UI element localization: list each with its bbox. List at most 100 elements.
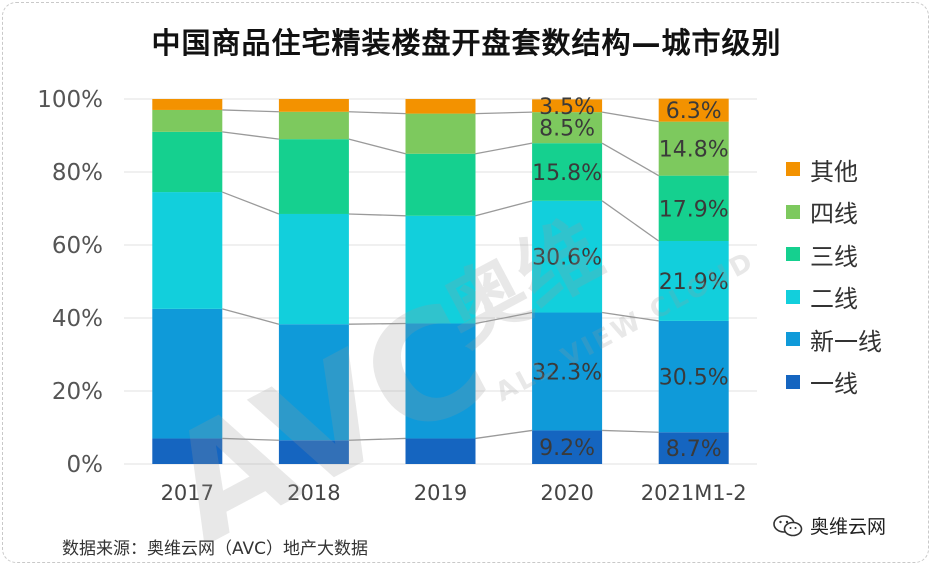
connector-line	[348, 138, 406, 155]
connector-line	[602, 429, 659, 433]
legend-swatch	[786, 289, 800, 304]
y-tick-label: 100%	[37, 87, 103, 113]
y-tick-label: 80%	[52, 160, 103, 186]
connector-line	[348, 437, 406, 441]
bar-segment	[532, 99, 603, 113]
connector-line	[601, 142, 660, 177]
legend-swatch	[786, 204, 800, 219]
bar-segment	[532, 143, 603, 201]
bar-segment	[278, 111, 349, 140]
connector-line	[475, 311, 533, 325]
data-label: 17.9%	[659, 197, 729, 222]
legend: 其他四线三线二线新一线一线	[786, 148, 882, 403]
bar-segment	[152, 109, 223, 132]
y-axis: 0% 20% 40% 60% 80% 100%	[37, 87, 103, 478]
bar-segment	[152, 192, 223, 309]
bar-segment	[152, 99, 223, 110]
wechat-icon	[773, 514, 803, 536]
legend-item: 一线	[786, 361, 882, 404]
data-label: 21.9%	[659, 270, 729, 295]
x-tick-label: 2021M1-2	[641, 481, 747, 505]
bar-segment	[532, 312, 603, 431]
data-label: 30.6%	[532, 246, 602, 271]
bar-segment	[658, 98, 729, 122]
bar-segment	[658, 121, 729, 176]
bar-segment	[658, 432, 729, 464]
bar-segment	[278, 99, 349, 112]
x-tick-label: 2017	[161, 481, 214, 505]
data-label: 6.3%	[666, 99, 722, 124]
legend-label: 其他	[810, 157, 858, 186]
bar-segment	[278, 324, 349, 441]
bar-segment	[152, 131, 223, 193]
bar-segment	[152, 438, 223, 464]
y-tick-label: 20%	[52, 379, 103, 405]
legend-item: 其他	[786, 148, 882, 191]
x-tick-label: 2019	[414, 481, 467, 505]
connector-line	[222, 131, 279, 140]
legend-swatch	[786, 332, 800, 347]
connector-line	[222, 109, 279, 113]
legend-item: 四线	[786, 191, 882, 234]
connector-line	[222, 191, 280, 215]
legend-item: 三线	[786, 233, 882, 276]
data-labels: 9.2% 8.7% 32.3% 30.5% 30.6% 21.9% 15.8% 17.9% 8.…	[532, 95, 728, 462]
x-tick-label: 2018	[287, 481, 340, 505]
bar-segment	[152, 308, 223, 439]
bar-segment	[658, 240, 729, 321]
bar-segment	[405, 153, 476, 216]
data-label: 8.7%	[666, 437, 722, 462]
bar-segment	[405, 215, 476, 324]
legend-swatch	[786, 247, 800, 262]
bar-segment	[405, 113, 476, 154]
bar-segment	[532, 112, 603, 144]
connector-line	[348, 322, 406, 325]
legend-label: 新一线	[810, 327, 882, 356]
source-note: 数据来源：奥维云网（AVC）地产大数据	[62, 539, 369, 559]
connector-line	[475, 429, 533, 440]
y-tick-label: 60%	[52, 233, 103, 259]
bar-segment	[405, 438, 476, 464]
legend-swatch	[786, 374, 800, 389]
legend-label: 一线	[810, 370, 858, 399]
data-label: 8.5%	[539, 117, 595, 142]
bar-segment	[278, 139, 349, 214]
legend-swatch	[786, 162, 800, 177]
bar-segment	[532, 200, 603, 313]
legend-label: 三线	[810, 242, 858, 271]
data-label: 3.5%	[539, 95, 595, 120]
bar-segment	[278, 213, 349, 325]
bar-segment	[532, 430, 603, 464]
data-label: 30.5%	[659, 366, 729, 391]
x-axis: 2017 2018 2019 2020 2021M1-2	[161, 481, 747, 505]
data-label: 14.8%	[659, 138, 729, 163]
data-label: 9.2%	[539, 436, 595, 461]
connector-line	[601, 200, 660, 242]
legend-item: 二线	[786, 276, 882, 319]
data-label: 32.3%	[532, 360, 602, 385]
connector-line	[222, 308, 280, 325]
bar-segment	[278, 440, 349, 464]
data-label: 15.8%	[532, 161, 602, 186]
brand-mark: 奥维云网	[772, 512, 886, 539]
brand-name: 奥维云网	[810, 516, 887, 538]
connector-line	[348, 111, 406, 115]
connector-line	[475, 111, 533, 115]
connector-line	[475, 142, 533, 155]
legend-item: 新一线	[786, 318, 882, 361]
x-tick-label: 2020	[540, 481, 593, 505]
y-tick-label: 0%	[67, 452, 104, 478]
bar-segment	[405, 323, 476, 439]
connector-line	[602, 311, 659, 322]
connector-line	[475, 200, 533, 217]
legend-label: 四线	[810, 200, 858, 229]
bar-segment	[658, 175, 729, 241]
connector-line	[348, 213, 406, 217]
connector-line	[601, 111, 659, 123]
bar-segment	[405, 99, 476, 114]
connector-line	[222, 437, 279, 441]
chart-title: 中国商品住宅精装楼盘开盘套数结构—城市级别	[151, 26, 782, 60]
bars	[152, 98, 729, 464]
